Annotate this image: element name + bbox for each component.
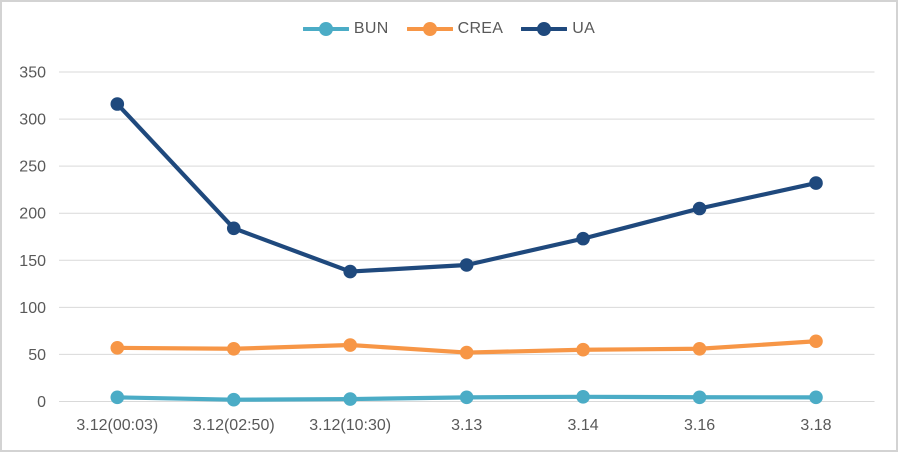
crea-data-point: [110, 341, 125, 355]
crea-data-point: [692, 341, 707, 356]
bun-data-point: [809, 390, 823, 405]
y-tick-label: 350: [19, 65, 46, 82]
y-tick-label: 50: [28, 347, 46, 364]
x-tick-label: 3.13: [451, 417, 482, 434]
legend-dot: [422, 22, 437, 36]
ua-legend-marker-icon: [521, 22, 568, 36]
y-tick-label: 150: [19, 253, 46, 270]
ua-data-point: [226, 221, 241, 236]
y-tick-label: 200: [19, 206, 46, 223]
series-line-ua: [115, 101, 819, 274]
legend-label: CREA: [457, 20, 504, 37]
bun-data-point: [692, 390, 707, 405]
bun-data-point: [110, 390, 125, 405]
ua-data-point: [576, 231, 590, 246]
legend-label: UA: [572, 20, 596, 37]
legend-label: BUN: [353, 20, 389, 37]
crea-data-point: [809, 334, 823, 349]
ua-data-point: [809, 176, 823, 190]
x-tick-label: 3.14: [568, 417, 599, 434]
y-tick-label: 0: [37, 394, 46, 411]
x-tick-label: 3.18: [800, 417, 831, 434]
legend-item-ua[interactable]: UA: [521, 20, 595, 38]
bun-data-point: [343, 392, 358, 406]
legend-item-bun[interactable]: BUN: [302, 20, 389, 38]
legend-dot: [318, 22, 333, 36]
x-tick-label: 3.16: [684, 417, 715, 434]
bun-data-point: [226, 392, 241, 407]
legend-item-crea[interactable]: CREA: [406, 20, 504, 38]
y-tick-label: 100: [19, 300, 46, 317]
y-tick-label: 300: [19, 112, 46, 129]
ua-data-point: [343, 264, 358, 279]
bun-legend-marker-icon: [302, 22, 349, 36]
chart-legend: BUN CREA UA: [0, 20, 898, 38]
crea-data-point: [576, 342, 590, 357]
x-tick-label: 3.12(00:03): [76, 417, 158, 434]
ua-data-point: [459, 258, 474, 272]
bun-data-point: [459, 390, 474, 405]
crea-data-point: [226, 341, 241, 356]
ua-data-point: [110, 97, 125, 111]
bun-data-point: [576, 389, 590, 404]
crea-data-point: [343, 338, 358, 352]
ua-data-point: [692, 201, 707, 216]
x-tick-label: 3.12(10:30): [309, 417, 391, 434]
crea-legend-marker-icon: [406, 22, 453, 36]
legend-dot: [537, 22, 552, 36]
y-tick-label: 250: [19, 159, 46, 176]
x-tick-label: 3.12(02:50): [193, 417, 275, 434]
crea-data-point: [459, 345, 474, 360]
